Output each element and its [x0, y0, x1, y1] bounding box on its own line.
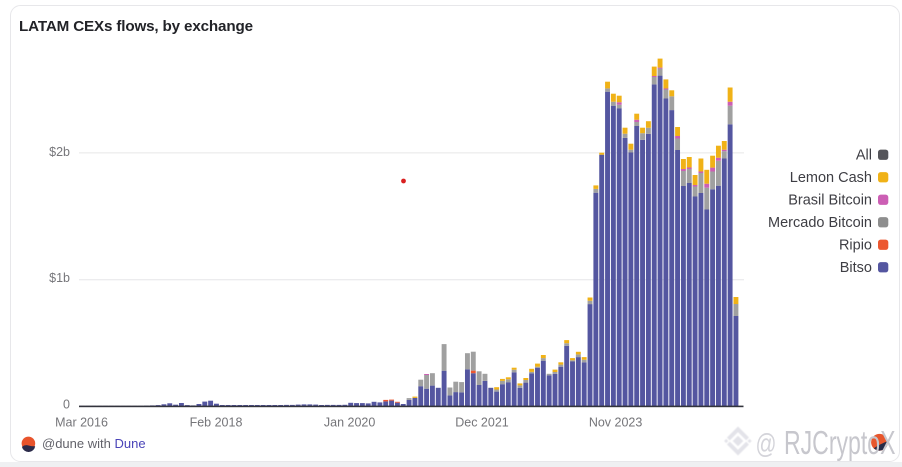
svg-text:Dec 2021: Dec 2021	[455, 416, 509, 430]
svg-text:0: 0	[63, 398, 70, 412]
svg-text:Ripio: Ripio	[839, 238, 872, 254]
svg-text:Brasil Bitcoin: Brasil Bitcoin	[788, 193, 872, 209]
svg-text:Mar 2016: Mar 2016	[55, 416, 108, 430]
svg-text:Lemon Cash: Lemon Cash	[790, 170, 872, 186]
svg-text:Mercado Bitcoin: Mercado Bitcoin	[768, 215, 872, 231]
svg-text:$1b: $1b	[49, 271, 70, 285]
svg-text:Nov 2023: Nov 2023	[589, 416, 643, 430]
svg-text:All: All	[856, 148, 872, 164]
svg-text:Jan 2020: Jan 2020	[324, 416, 375, 430]
svg-text:@: @	[756, 428, 777, 459]
svg-text:Feb 2018: Feb 2018	[190, 416, 243, 430]
svg-text:RJCryptoX: RJCryptoX	[784, 424, 896, 461]
svg-text:$2b: $2b	[49, 145, 70, 159]
svg-text:Bitso: Bitso	[840, 260, 872, 276]
svg-text:LATAM CEXs flows, by exchange: LATAM CEXs flows, by exchange	[19, 18, 253, 35]
svg-text:@dune with Dune: @dune with Dune	[42, 436, 146, 451]
